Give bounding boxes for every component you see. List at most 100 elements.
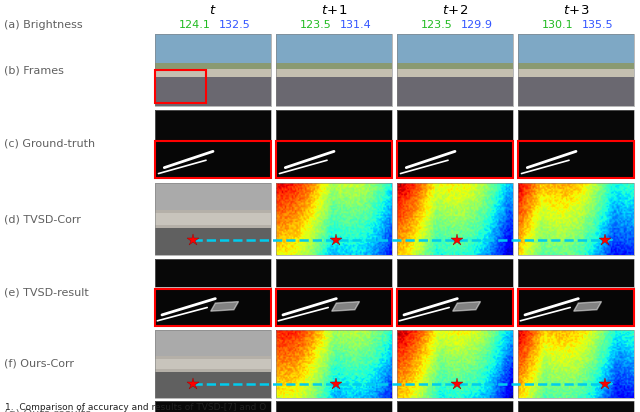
Bar [397,259,513,287]
Bar [397,77,513,106]
Bar [155,228,271,255]
Bar [276,110,392,140]
Bar [155,34,271,70]
Bar [518,68,634,82]
Bar [276,289,392,326]
Bar [397,289,513,326]
Bar [397,63,513,79]
Bar [155,372,271,398]
Bar [155,110,271,140]
Bar [518,77,634,106]
Bar [518,110,634,140]
Bar [276,141,392,178]
Bar [155,259,271,287]
Bar [397,183,513,255]
Bar [397,141,513,178]
Text: (e) TVSD-result: (e) TVSD-result [4,288,89,297]
Polygon shape [573,302,602,311]
Bar [155,289,271,326]
Bar [155,63,271,79]
Bar [276,77,392,106]
Bar [276,289,392,326]
Text: $t$: $t$ [209,3,217,16]
Text: $t\!+\!3$: $t\!+\!3$ [563,3,589,16]
Bar [518,63,634,79]
Bar [155,289,271,326]
Text: 130.1: 130.1 [542,20,574,30]
Bar [155,141,271,178]
Text: (b) Frames: (b) Frames [4,65,64,75]
Bar [397,259,513,287]
Bar [518,289,634,326]
Text: 131.4: 131.4 [340,20,372,30]
Bar [155,213,271,225]
Text: (f) Ours-Corr: (f) Ours-Corr [4,359,74,369]
Text: 124.1: 124.1 [179,20,211,30]
Bar [518,34,634,70]
Polygon shape [211,302,239,311]
Bar [155,330,271,398]
Text: 135.5: 135.5 [582,20,614,30]
Bar [276,259,392,287]
Bar [276,259,392,287]
Bar [155,110,271,140]
Bar [518,259,634,287]
Bar [155,401,271,412]
Bar [276,183,392,255]
Bar [155,259,271,287]
Bar [518,401,634,412]
Polygon shape [452,302,481,311]
Bar [518,330,634,398]
Text: $t\!+\!1$: $t\!+\!1$ [321,3,348,16]
Bar [276,110,392,140]
Bar [276,330,392,398]
Bar [397,68,513,82]
Bar [518,110,634,140]
Bar [518,401,634,412]
Bar [397,110,513,140]
Text: (d) TVSD-Corr: (d) TVSD-Corr [4,214,81,224]
Bar [276,34,392,70]
Bar [397,330,513,398]
Bar [397,110,513,140]
Bar [518,259,634,287]
Bar [155,70,206,103]
Bar [276,401,392,412]
Text: (g) Ours-results: (g) Ours-results [4,409,91,412]
Bar [397,34,513,70]
Text: (a) Brightness: (a) Brightness [4,20,83,30]
Text: $t\!+\!2$: $t\!+\!2$ [442,3,468,16]
Bar [155,141,271,178]
Bar [155,77,271,106]
Bar [155,356,271,398]
Bar [155,358,271,370]
Bar [397,34,513,106]
Text: 132.5: 132.5 [219,20,251,30]
Bar [397,141,513,178]
Bar [518,34,634,106]
Bar [155,330,271,398]
Bar [155,183,271,255]
Bar [155,401,271,412]
Bar [276,34,392,106]
Bar [397,401,513,412]
Bar [276,401,392,412]
Bar [397,289,513,326]
Bar [276,63,392,79]
Bar [518,183,634,255]
Text: (c) Ground-truth: (c) Ground-truth [4,139,95,149]
Text: 123.5: 123.5 [421,20,453,30]
Bar [397,401,513,412]
Bar [518,289,634,326]
Bar [276,68,392,82]
Bar [155,34,271,106]
Bar [155,211,271,255]
Bar [155,68,271,82]
Text: 123.5: 123.5 [300,20,332,30]
Bar [155,183,271,255]
Text: 1.  Comparison of accuracy and results of TVSD-[7] and O: 1. Comparison of accuracy and results of… [5,403,266,412]
Bar [518,141,634,178]
Bar [518,141,634,178]
Text: 129.9: 129.9 [461,20,493,30]
Polygon shape [332,302,360,311]
